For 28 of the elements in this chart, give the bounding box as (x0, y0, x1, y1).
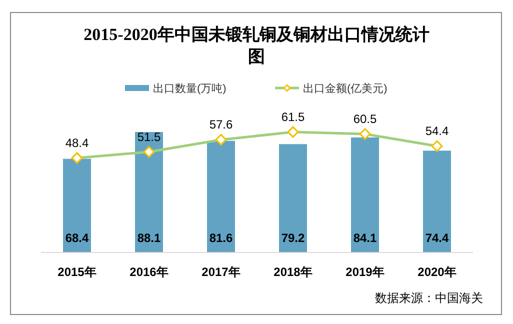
data-label: 57.6 (209, 118, 233, 132)
data-label: 60.5 (353, 112, 377, 126)
x-tick-label: 2018年 (274, 265, 312, 279)
data-label: 54.4 (425, 124, 449, 138)
data-label: 68.4 (65, 231, 89, 245)
legend-label: 出口数量(万吨) (153, 82, 226, 95)
data-label: 79.2 (281, 231, 305, 245)
data-label: 81.6 (209, 231, 233, 245)
data-label: 48.4 (65, 136, 89, 150)
x-tick-label: 2017年 (202, 265, 240, 279)
bar (351, 137, 379, 252)
chart-title: 2015-2020年中国未锻轧铜及铜材出口情况统计图 (84, 25, 430, 66)
bar (135, 132, 163, 252)
x-tick-label: 2016年 (130, 265, 168, 279)
data-label: 51.5 (137, 130, 161, 144)
x-tick-label: 2019年 (346, 265, 384, 279)
x-tick-label: 2020年 (418, 265, 456, 279)
bar (207, 140, 235, 252)
bar (63, 158, 91, 252)
x-tick-label: 2015年 (58, 265, 96, 279)
data-label: 84.1 (353, 231, 377, 245)
source-note: 数据来源：中国海关 (375, 291, 483, 305)
data-label: 61.5 (281, 110, 305, 124)
data-label: 88.1 (137, 231, 161, 245)
bar (423, 150, 451, 252)
bar (279, 144, 307, 252)
data-label: 74.4 (425, 231, 449, 245)
legend-label: 出口金额(亿美元) (303, 82, 388, 95)
